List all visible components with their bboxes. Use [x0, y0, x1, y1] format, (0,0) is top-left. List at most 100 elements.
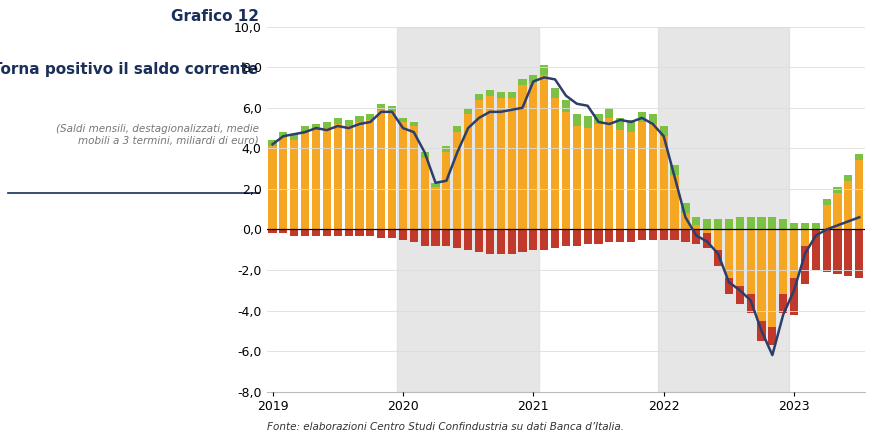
Bar — [758, 217, 766, 230]
Bar — [464, 114, 472, 230]
Bar — [822, 205, 831, 230]
Bar — [442, 230, 450, 246]
Bar — [594, 230, 602, 243]
Bar — [356, 116, 364, 122]
Bar — [768, 230, 776, 327]
Bar — [736, 286, 744, 304]
Text: Torna positivo il saldo corrente: Torna positivo il saldo corrente — [0, 62, 259, 77]
Bar — [420, 152, 429, 158]
Bar — [551, 97, 559, 230]
Bar — [638, 230, 646, 239]
Bar — [530, 230, 538, 250]
Bar — [486, 96, 494, 230]
Bar — [822, 199, 831, 205]
Bar — [475, 100, 483, 230]
Bar — [410, 126, 418, 230]
Bar — [572, 230, 581, 246]
Bar — [682, 213, 690, 230]
Bar — [627, 230, 635, 242]
Bar — [790, 278, 798, 315]
Bar — [844, 175, 852, 181]
Text: Grafico 12: Grafico 12 — [170, 9, 259, 24]
Bar — [856, 230, 864, 278]
Bar — [725, 219, 733, 230]
Bar — [682, 230, 690, 242]
Text: Fonte: elaborazioni Centro Studi Confindustria su dati Banca d’Italia.: Fonte: elaborazioni Centro Studi Confind… — [267, 422, 623, 432]
Bar — [301, 230, 309, 235]
Bar — [410, 230, 418, 242]
Bar — [366, 120, 374, 230]
Bar — [344, 120, 353, 126]
Bar — [290, 134, 298, 140]
Bar — [551, 88, 559, 97]
Bar — [399, 230, 407, 239]
Bar — [736, 217, 744, 230]
Bar — [812, 223, 820, 230]
Bar — [660, 230, 668, 239]
Bar — [584, 116, 592, 128]
Bar — [736, 230, 744, 286]
Bar — [323, 128, 331, 230]
Bar — [301, 132, 309, 230]
Bar — [268, 230, 276, 234]
Bar — [856, 154, 864, 161]
Bar — [540, 65, 548, 75]
Bar — [475, 93, 483, 100]
Bar — [344, 230, 353, 235]
Bar — [714, 250, 722, 266]
Bar — [268, 140, 276, 146]
Bar — [475, 230, 483, 252]
Bar — [290, 230, 298, 235]
Bar — [454, 126, 461, 132]
Bar — [518, 85, 526, 230]
Bar — [334, 230, 342, 235]
Bar — [812, 230, 820, 270]
Bar — [442, 146, 450, 152]
Bar — [606, 108, 614, 118]
Bar — [562, 100, 570, 112]
Bar — [410, 122, 418, 126]
Bar — [703, 230, 711, 234]
Bar — [594, 114, 602, 124]
Bar — [790, 223, 798, 230]
Bar — [366, 230, 374, 235]
Bar — [540, 75, 548, 230]
Bar — [356, 230, 364, 235]
Bar — [649, 124, 657, 230]
Legend: Merci, Redditi, Servizi, Conto corrente: Merci, Redditi, Servizi, Conto corrente — [273, 0, 615, 8]
Bar — [399, 122, 407, 230]
Bar — [280, 138, 288, 230]
Bar — [779, 230, 787, 294]
Bar — [714, 230, 722, 250]
Bar — [834, 187, 842, 193]
Bar — [638, 122, 646, 230]
Text: (Saldi mensili, destagionalizzati, medie
mobili a 3 termini, miliardi di euro): (Saldi mensili, destagionalizzati, medie… — [56, 124, 259, 146]
Bar — [746, 294, 755, 312]
Bar — [606, 118, 614, 230]
Bar — [682, 203, 690, 213]
Bar — [562, 230, 570, 246]
Bar — [344, 126, 353, 230]
Bar — [616, 130, 624, 230]
Bar — [334, 118, 342, 124]
Bar — [432, 187, 440, 230]
Bar — [660, 136, 668, 230]
Bar — [442, 152, 450, 230]
Bar — [312, 230, 320, 235]
Bar — [323, 230, 331, 235]
Bar — [540, 230, 548, 250]
Bar — [496, 92, 505, 97]
Bar — [486, 230, 494, 254]
Bar — [703, 219, 711, 230]
Bar — [834, 230, 842, 274]
Bar — [312, 124, 320, 130]
Bar — [801, 223, 809, 230]
Bar — [268, 146, 276, 230]
Bar — [572, 114, 581, 126]
Bar — [496, 97, 505, 230]
Bar — [508, 97, 516, 230]
Bar — [606, 230, 614, 242]
Bar — [594, 124, 602, 230]
Bar — [454, 132, 461, 230]
Bar — [366, 114, 374, 120]
